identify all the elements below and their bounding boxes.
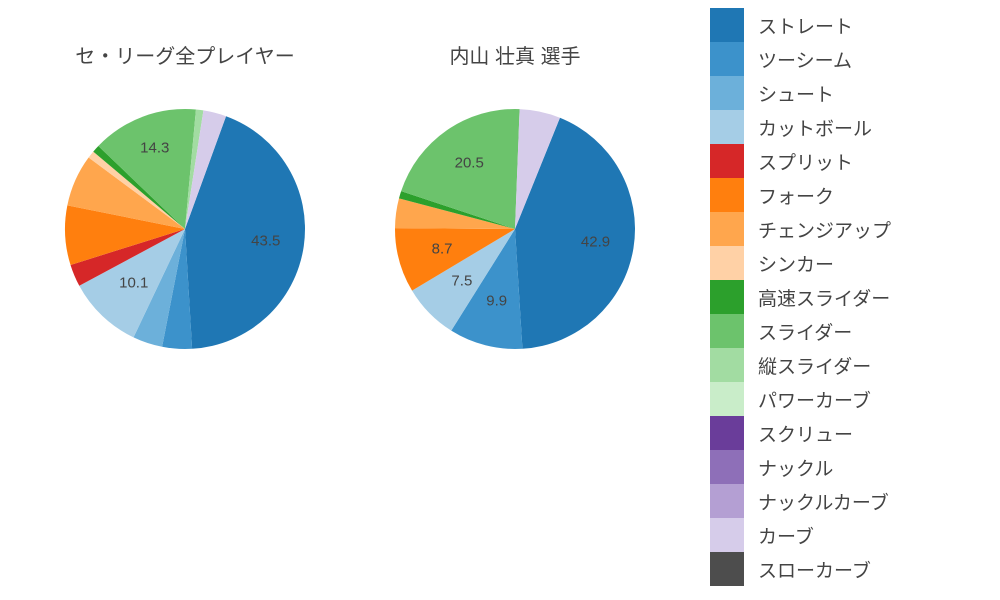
legend-swatch xyxy=(710,484,744,518)
legend-item: スライダー xyxy=(710,314,1000,348)
legend-item: シュート xyxy=(710,76,1000,110)
legend-label: 縦スライダー xyxy=(758,352,871,379)
legend-swatch xyxy=(710,212,744,246)
legend-swatch xyxy=(710,314,744,348)
legend-swatch xyxy=(710,416,744,450)
pie-column: 内山 壮真 選手 42.9 9.9 7.5 8.7 20.5 xyxy=(350,40,680,359)
legend-item: チェンジアップ xyxy=(710,212,1000,246)
pie-slice-label: 7.5 xyxy=(451,273,472,290)
legend-swatch xyxy=(710,246,744,280)
legend-swatch xyxy=(710,280,744,314)
legend-item: 高速スライダー xyxy=(710,280,1000,314)
pie-wrap: 43.5 10.1 14.3 xyxy=(55,99,315,359)
container: セ・リーグ全プレイヤー 43.5 10.1 14.3 内山 壮真 選手 42.9 9.9 7.… xyxy=(0,0,1000,600)
legend-swatch xyxy=(710,8,744,42)
legend-item: ツーシーム xyxy=(710,42,1000,76)
legend-label: スプリット xyxy=(758,148,853,175)
pie-slice-label: 20.5 xyxy=(455,154,484,171)
legend-swatch xyxy=(710,42,744,76)
legend-label: カーブ xyxy=(758,522,814,549)
legend-item: カットボール xyxy=(710,110,1000,144)
legend-label: ナックルカーブ xyxy=(758,488,889,515)
legend-item: スローカーブ xyxy=(710,552,1000,586)
legend-item: スクリュー xyxy=(710,416,1000,450)
legend-label: フォーク xyxy=(758,182,834,209)
pie-chart xyxy=(385,99,645,359)
pie-slice-label: 10.1 xyxy=(119,274,148,291)
legend-item: ストレート xyxy=(710,8,1000,42)
legend-item: カーブ xyxy=(710,518,1000,552)
legend: ストレートツーシームシュートカットボールスプリットフォークチェンジアップシンカー… xyxy=(700,0,1000,600)
legend-label: パワーカーブ xyxy=(758,386,871,413)
legend-swatch xyxy=(710,110,744,144)
pie-wrap: 42.9 9.9 7.5 8.7 20.5 xyxy=(385,99,645,359)
legend-label: 高速スライダー xyxy=(758,284,890,311)
legend-label: チェンジアップ xyxy=(758,216,891,243)
pie-column: セ・リーグ全プレイヤー 43.5 10.1 14.3 xyxy=(20,40,350,359)
legend-item: スプリット xyxy=(710,144,1000,178)
legend-label: ツーシーム xyxy=(758,46,852,73)
pie-slice-label: 43.5 xyxy=(251,232,280,249)
legend-label: ストレート xyxy=(758,12,853,39)
legend-swatch xyxy=(710,144,744,178)
legend-label: ナックル xyxy=(758,454,833,481)
legend-swatch xyxy=(710,552,744,586)
pie-slice-label: 8.7 xyxy=(432,240,453,257)
legend-swatch xyxy=(710,178,744,212)
pie-slice-label: 14.3 xyxy=(140,140,169,157)
legend-swatch xyxy=(710,382,744,416)
legend-label: スライダー xyxy=(758,318,852,345)
legend-label: スクリュー xyxy=(758,420,853,447)
legend-item: シンカー xyxy=(710,246,1000,280)
legend-item: 縦スライダー xyxy=(710,348,1000,382)
legend-item: ナックル xyxy=(710,450,1000,484)
legend-item: フォーク xyxy=(710,178,1000,212)
pie-title: セ・リーグ全プレイヤー xyxy=(75,40,294,69)
legend-swatch xyxy=(710,76,744,110)
pie-slice-label: 42.9 xyxy=(581,234,610,251)
legend-item: パワーカーブ xyxy=(710,382,1000,416)
legend-label: シンカー xyxy=(758,250,834,277)
pie-slice-label: 9.9 xyxy=(486,293,507,310)
legend-swatch xyxy=(710,450,744,484)
pie-chart xyxy=(55,99,315,359)
legend-item: ナックルカーブ xyxy=(710,484,1000,518)
legend-swatch xyxy=(710,518,744,552)
legend-label: カットボール xyxy=(758,114,872,141)
legend-label: スローカーブ xyxy=(758,556,871,583)
pie-title: 内山 壮真 選手 xyxy=(449,40,580,69)
legend-swatch xyxy=(710,348,744,382)
legend-label: シュート xyxy=(758,80,834,107)
charts-area: セ・リーグ全プレイヤー 43.5 10.1 14.3 内山 壮真 選手 42.9 9.9 7.… xyxy=(0,0,700,600)
